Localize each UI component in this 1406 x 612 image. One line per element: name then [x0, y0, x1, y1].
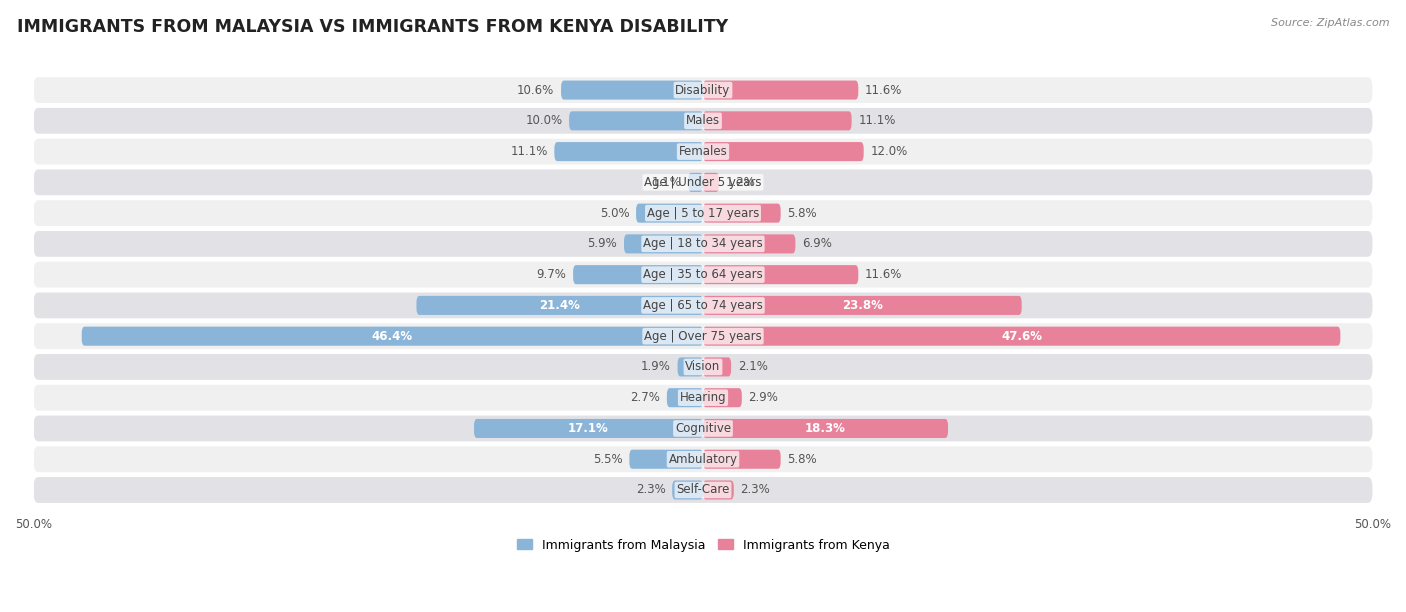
Text: 5.8%: 5.8% [787, 453, 817, 466]
Text: Age | 5 to 17 years: Age | 5 to 17 years [647, 207, 759, 220]
FancyBboxPatch shape [34, 385, 1372, 411]
Text: 11.1%: 11.1% [510, 145, 548, 158]
FancyBboxPatch shape [34, 416, 1372, 441]
FancyBboxPatch shape [34, 293, 1372, 318]
Text: 46.4%: 46.4% [371, 330, 413, 343]
FancyBboxPatch shape [624, 234, 703, 253]
Legend: Immigrants from Malaysia, Immigrants from Kenya: Immigrants from Malaysia, Immigrants fro… [512, 534, 894, 556]
Text: 1.9%: 1.9% [641, 360, 671, 373]
FancyBboxPatch shape [678, 357, 703, 376]
FancyBboxPatch shape [703, 296, 1022, 315]
FancyBboxPatch shape [703, 81, 858, 100]
Text: 2.7%: 2.7% [630, 391, 661, 404]
Text: Ambulatory: Ambulatory [668, 453, 738, 466]
FancyBboxPatch shape [703, 357, 731, 376]
Text: 18.3%: 18.3% [806, 422, 846, 435]
Text: 12.0%: 12.0% [870, 145, 908, 158]
Text: Age | 35 to 64 years: Age | 35 to 64 years [643, 268, 763, 281]
FancyBboxPatch shape [416, 296, 703, 315]
Text: 11.6%: 11.6% [865, 84, 903, 97]
Text: Age | 65 to 74 years: Age | 65 to 74 years [643, 299, 763, 312]
Text: Vision: Vision [685, 360, 721, 373]
Text: 2.3%: 2.3% [636, 483, 665, 496]
Text: 5.9%: 5.9% [588, 237, 617, 250]
FancyBboxPatch shape [703, 450, 780, 469]
Text: 5.0%: 5.0% [600, 207, 630, 220]
Text: Females: Females [679, 145, 727, 158]
Text: 9.7%: 9.7% [537, 268, 567, 281]
FancyBboxPatch shape [34, 170, 1372, 195]
FancyBboxPatch shape [34, 354, 1372, 380]
Text: 47.6%: 47.6% [1001, 330, 1042, 343]
FancyBboxPatch shape [630, 450, 703, 469]
FancyBboxPatch shape [574, 265, 703, 284]
FancyBboxPatch shape [703, 480, 734, 499]
Text: 5.8%: 5.8% [787, 207, 817, 220]
Text: 2.9%: 2.9% [748, 391, 779, 404]
FancyBboxPatch shape [34, 139, 1372, 165]
FancyBboxPatch shape [34, 446, 1372, 472]
FancyBboxPatch shape [34, 262, 1372, 288]
FancyBboxPatch shape [689, 173, 703, 192]
FancyBboxPatch shape [569, 111, 703, 130]
Text: Disability: Disability [675, 84, 731, 97]
FancyBboxPatch shape [672, 480, 703, 499]
FancyBboxPatch shape [474, 419, 703, 438]
Text: 17.1%: 17.1% [568, 422, 609, 435]
Text: Age | Under 5 years: Age | Under 5 years [644, 176, 762, 189]
FancyBboxPatch shape [561, 81, 703, 100]
Text: Hearing: Hearing [679, 391, 727, 404]
FancyBboxPatch shape [34, 323, 1372, 349]
Text: 6.9%: 6.9% [801, 237, 832, 250]
Text: 2.1%: 2.1% [738, 360, 768, 373]
Text: 10.6%: 10.6% [517, 84, 554, 97]
Text: 5.5%: 5.5% [593, 453, 623, 466]
Text: 11.6%: 11.6% [865, 268, 903, 281]
Text: IMMIGRANTS FROM MALAYSIA VS IMMIGRANTS FROM KENYA DISABILITY: IMMIGRANTS FROM MALAYSIA VS IMMIGRANTS F… [17, 18, 728, 36]
FancyBboxPatch shape [34, 200, 1372, 226]
FancyBboxPatch shape [34, 231, 1372, 257]
FancyBboxPatch shape [703, 234, 796, 253]
FancyBboxPatch shape [666, 388, 703, 407]
Text: Cognitive: Cognitive [675, 422, 731, 435]
FancyBboxPatch shape [82, 327, 703, 346]
FancyBboxPatch shape [34, 77, 1372, 103]
Text: 10.0%: 10.0% [526, 114, 562, 127]
FancyBboxPatch shape [703, 419, 948, 438]
Text: 21.4%: 21.4% [540, 299, 581, 312]
FancyBboxPatch shape [703, 204, 780, 223]
Text: Self-Care: Self-Care [676, 483, 730, 496]
Text: 11.1%: 11.1% [858, 114, 896, 127]
FancyBboxPatch shape [554, 142, 703, 161]
FancyBboxPatch shape [703, 142, 863, 161]
FancyBboxPatch shape [636, 204, 703, 223]
FancyBboxPatch shape [34, 477, 1372, 503]
FancyBboxPatch shape [703, 388, 742, 407]
FancyBboxPatch shape [703, 327, 1340, 346]
Text: Age | Over 75 years: Age | Over 75 years [644, 330, 762, 343]
Text: 1.1%: 1.1% [652, 176, 682, 189]
FancyBboxPatch shape [703, 111, 852, 130]
Text: 23.8%: 23.8% [842, 299, 883, 312]
Text: Age | 18 to 34 years: Age | 18 to 34 years [643, 237, 763, 250]
Text: Males: Males [686, 114, 720, 127]
FancyBboxPatch shape [703, 173, 718, 192]
Text: 2.3%: 2.3% [741, 483, 770, 496]
FancyBboxPatch shape [703, 265, 858, 284]
FancyBboxPatch shape [34, 108, 1372, 134]
Text: Source: ZipAtlas.com: Source: ZipAtlas.com [1271, 18, 1389, 28]
Text: 1.2%: 1.2% [725, 176, 755, 189]
